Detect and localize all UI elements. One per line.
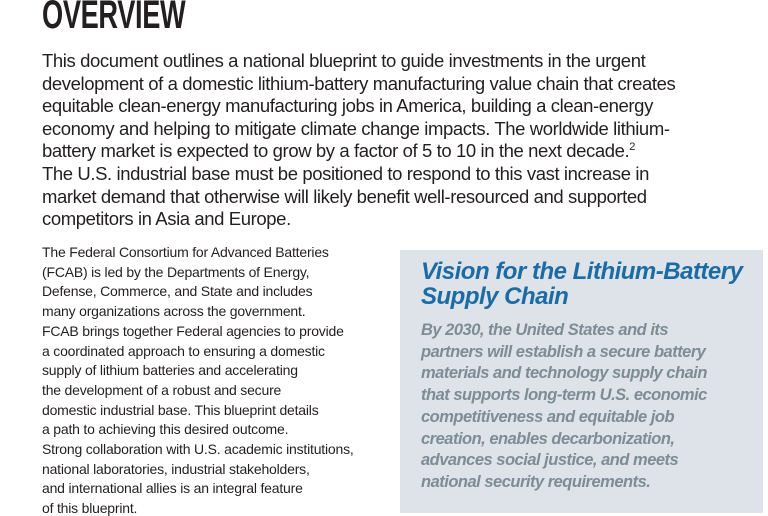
page-title: OVERVIEW <box>42 0 186 37</box>
fcab-paragraph: The Federal Consortium for Advanced Batt… <box>42 244 354 516</box>
intro-paragraph: This document outlines a national bluepr… <box>42 50 742 231</box>
intro-text-continued: The U.S. industrial base must be positio… <box>42 162 649 230</box>
footnote-marker: 2 <box>629 141 636 154</box>
intro-text: This document outlines a national bluepr… <box>42 50 676 162</box>
vision-box-title: Vision for the Lithium-Battery Supply Ch… <box>421 258 743 310</box>
vision-box-body: By 2030, the United States and its partn… <box>421 321 707 491</box>
vision-callout-box: Vision for the Lithium-Battery Supply Ch… <box>400 250 763 513</box>
